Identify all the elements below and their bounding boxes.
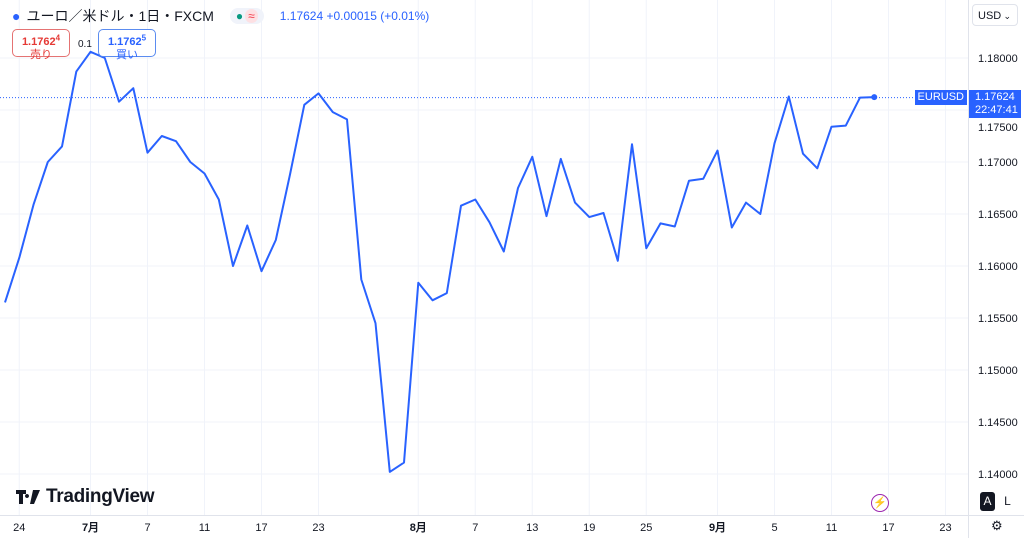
time-tick-label: 13 <box>526 522 538 534</box>
time-axis[interactable]: 24 7月 7 11 17 23 8月 7 13 19 25 9月 5 11 17 23 <box>13 521 952 534</box>
price-tick-label: 1.16000 <box>978 261 1018 273</box>
sell-button[interactable]: 1.17624 売り <box>12 29 70 61</box>
time-tick-label: 19 <box>583 522 595 534</box>
time-tick-label: 5 <box>771 522 777 534</box>
currency-select[interactable]: USD ⌄ <box>972 4 1018 26</box>
time-tick-label: 24 <box>13 522 25 534</box>
price-axis[interactable]: 1.18000 1.17500 1.17000 1.16500 1.16000 1.155… <box>978 53 1018 481</box>
grid <box>0 0 968 515</box>
time-tick-label: 23 <box>939 522 951 534</box>
auto-scale-button[interactable]: A <box>980 492 995 511</box>
log-scale-button[interactable]: L <box>1004 494 1011 508</box>
market-status[interactable]: ● ≈ <box>229 8 264 24</box>
sell-label: 売り <box>30 48 52 61</box>
last-price: 1.17624 <box>279 9 324 23</box>
price-tag: 1.17624 22:47:41 <box>969 90 1021 118</box>
price-tick-label: 1.14000 <box>978 469 1018 481</box>
time-tick-label: 9月 <box>709 521 726 534</box>
bar-countdown: 22:47:41 <box>975 104 1018 116</box>
price-tick-label: 1.18000 <box>978 53 1018 65</box>
spread: 0.1 <box>78 39 92 50</box>
delayed-data-icon: ≈ <box>245 9 258 23</box>
chart-header: ● ユーロ／米ドル・1日・FXCM ● ≈ 1.17624 +0.00015 (+… <box>12 6 429 26</box>
buy-button[interactable]: 1.17625 買い <box>98 29 156 61</box>
time-tick-label: 25 <box>640 522 652 534</box>
price-tick-label: 1.16500 <box>978 209 1018 221</box>
quote-summary: 1.17624 +0.00015 (+0.01%) <box>280 9 430 23</box>
time-tick-label: 23 <box>312 522 324 534</box>
time-tick-label: 7月 <box>82 521 99 534</box>
symbol-tag: EURUSD <box>914 90 967 105</box>
logo-text: TradingView <box>46 486 155 507</box>
symbol-title[interactable]: ユーロ／米ドル・1日・FXCM <box>26 8 214 24</box>
last-price-dot <box>871 94 878 101</box>
buy-price-pip: 5 <box>141 33 147 42</box>
tradingview-logo[interactable]: TradingView <box>16 486 155 508</box>
sell-price-pip: 4 <box>55 33 61 42</box>
time-tick-label: 7 <box>472 522 478 534</box>
market-open-dot-icon: ● <box>235 9 244 23</box>
chevron-down-icon: ⌄ <box>1003 11 1011 21</box>
price-line <box>4 50 875 473</box>
buy-label: 買い <box>116 48 138 61</box>
time-tick-label: 8月 <box>410 521 427 534</box>
tradingview-logo-icon <box>16 490 40 504</box>
currency-value: USD <box>978 10 1002 22</box>
gear-icon[interactable]: ⚙ <box>991 518 1003 533</box>
price-change-pct: (+0.01%) <box>380 9 430 23</box>
price-tick-label: 1.15000 <box>978 365 1018 377</box>
lightning-icon[interactable]: ⚡ <box>871 494 889 512</box>
price-tick-label: 1.15500 <box>978 313 1018 325</box>
price-tick-label: 1.14500 <box>978 417 1018 429</box>
price-tag-value: 1.17624 <box>975 91 1015 103</box>
price-tick-label: 1.17500 <box>978 122 1018 134</box>
euro-dollar-flag-icon: ● <box>12 8 21 24</box>
time-tick-label: 17 <box>255 522 267 534</box>
price-change: +0.00015 <box>326 9 377 23</box>
time-tick-label: 17 <box>882 522 894 534</box>
time-tick-label: 7 <box>144 522 150 534</box>
time-tick-label: 11 <box>826 522 837 534</box>
sell-price: 1.1762 <box>21 35 56 48</box>
time-tick-label: 11 <box>199 522 210 534</box>
buy-price: 1.1762 <box>107 35 142 48</box>
price-tick-label: 1.17000 <box>978 157 1018 169</box>
